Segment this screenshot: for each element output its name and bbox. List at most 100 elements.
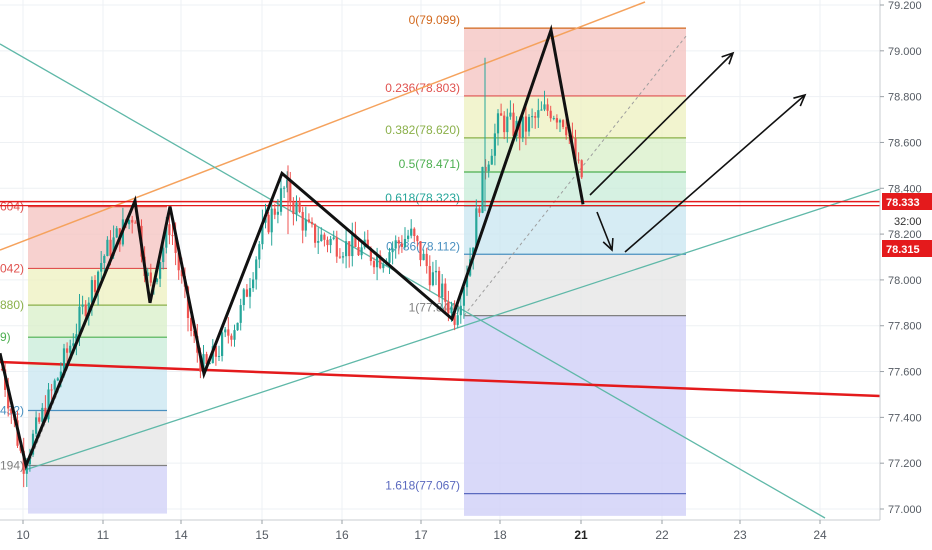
candle-body bbox=[208, 363, 211, 365]
candle-body bbox=[527, 116, 531, 132]
candle-body bbox=[444, 283, 447, 302]
candle-body bbox=[543, 104, 546, 110]
candle-body bbox=[56, 378, 59, 381]
candle-body bbox=[565, 126, 568, 136]
time-axis-tick-label: 15 bbox=[255, 528, 269, 542]
candle-body bbox=[273, 208, 276, 215]
candle-body bbox=[546, 104, 549, 111]
time-axis-tick-label: 18 bbox=[493, 528, 507, 542]
countdown-badge bbox=[882, 212, 932, 229]
candle-body bbox=[509, 112, 512, 117]
candle-body bbox=[487, 164, 490, 172]
candle-body bbox=[205, 354, 208, 365]
fib-left-level-label: 042) bbox=[0, 261, 24, 275]
candle-body bbox=[239, 305, 242, 323]
candle-body bbox=[382, 264, 385, 269]
candle-body bbox=[400, 243, 403, 247]
candle-body bbox=[465, 275, 469, 288]
candle-body bbox=[276, 211, 279, 215]
time-axis-tick-label: 10 bbox=[16, 528, 30, 542]
candle-body bbox=[38, 417, 41, 422]
candle-body bbox=[25, 464, 28, 474]
projection-arrow-down bbox=[596, 211, 613, 251]
fib-left-band bbox=[28, 337, 167, 367]
fib-right-level-label: 1(77.844) bbox=[409, 301, 460, 315]
candle-body bbox=[286, 179, 289, 188]
candle-body bbox=[217, 355, 221, 357]
candle-body bbox=[50, 389, 53, 391]
candle-body bbox=[462, 287, 465, 306]
price-axis-tick-label: 77.800 bbox=[888, 321, 922, 333]
candle-body bbox=[338, 256, 341, 258]
candle-body bbox=[366, 239, 369, 249]
candle-body bbox=[66, 348, 69, 353]
candle-body bbox=[270, 208, 273, 233]
candle-body bbox=[131, 219, 134, 223]
candle-body bbox=[329, 238, 332, 246]
candle-body bbox=[177, 252, 180, 271]
price-axis-tick-label: 79.200 bbox=[888, 0, 922, 12]
candle-body bbox=[537, 110, 540, 118]
red-support-line bbox=[0, 360, 881, 398]
candle-body bbox=[69, 345, 72, 353]
candle-body bbox=[317, 240, 320, 243]
candle-body bbox=[531, 116, 534, 118]
candle-body bbox=[475, 208, 478, 248]
current-price-label: 78.333 bbox=[886, 197, 920, 209]
candle-body bbox=[81, 304, 84, 307]
fib-left-level-label: 9) bbox=[0, 330, 11, 344]
candle-body bbox=[518, 120, 521, 138]
candle-body bbox=[224, 329, 227, 333]
candle-body bbox=[255, 259, 258, 280]
fib-left-band bbox=[28, 206, 167, 269]
candle-body bbox=[106, 239, 109, 256]
time-axis-tick-label: 14 bbox=[174, 528, 188, 542]
fib-left-band bbox=[28, 305, 167, 338]
candle-body bbox=[481, 166, 484, 213]
candle-body bbox=[279, 188, 283, 212]
candle-body bbox=[314, 224, 317, 243]
zigzag-pattern bbox=[0, 24, 585, 471]
candle-body bbox=[549, 110, 552, 119]
candle-body bbox=[428, 266, 431, 286]
teal-descending-line bbox=[0, 43, 826, 519]
candle-body bbox=[524, 116, 527, 132]
price-axis-tick-label: 77.400 bbox=[888, 412, 922, 424]
candle-body bbox=[75, 334, 78, 344]
time-axis-tick-label: 24 bbox=[813, 528, 827, 542]
candle-body bbox=[484, 166, 487, 172]
candle-body bbox=[571, 135, 574, 139]
candle-body bbox=[301, 212, 304, 231]
candle-body bbox=[413, 228, 416, 237]
candle-body bbox=[72, 343, 75, 346]
time-axis-tick-label: 11 bbox=[97, 528, 110, 542]
fib-left-level-label: 194) bbox=[0, 458, 24, 472]
candle-body bbox=[35, 417, 38, 434]
candle-body bbox=[335, 237, 338, 257]
candle-body bbox=[500, 113, 503, 116]
price-axis-tick-label: 79.000 bbox=[888, 46, 922, 58]
candle-body bbox=[168, 224, 171, 236]
candle-body bbox=[376, 255, 379, 268]
candle-body bbox=[283, 187, 286, 189]
candle-body bbox=[307, 219, 310, 223]
candle-body bbox=[258, 244, 261, 260]
fib-left-level-label: 880) bbox=[0, 298, 24, 312]
candle-body bbox=[162, 247, 165, 263]
candle-body bbox=[128, 219, 131, 225]
time-axis-tick-label: 23 bbox=[733, 528, 747, 542]
fib-right-level-label: 0.618(78.323) bbox=[385, 191, 460, 205]
fib-right-level-label: 0.382(78.620) bbox=[385, 123, 460, 137]
candle-body bbox=[159, 262, 162, 279]
candle-body bbox=[180, 270, 183, 277]
candle-body bbox=[323, 234, 326, 240]
candle-body bbox=[165, 224, 168, 248]
current-price-badge bbox=[882, 193, 932, 210]
fib-right-level-label: 0.786(78.112) bbox=[386, 239, 460, 253]
candle-body bbox=[326, 239, 329, 246]
candle-body bbox=[351, 234, 354, 257]
candle-body bbox=[295, 202, 298, 215]
candle-body bbox=[459, 305, 462, 316]
price-axis-tick-label: 78.200 bbox=[888, 229, 922, 241]
candle-body bbox=[450, 306, 453, 314]
